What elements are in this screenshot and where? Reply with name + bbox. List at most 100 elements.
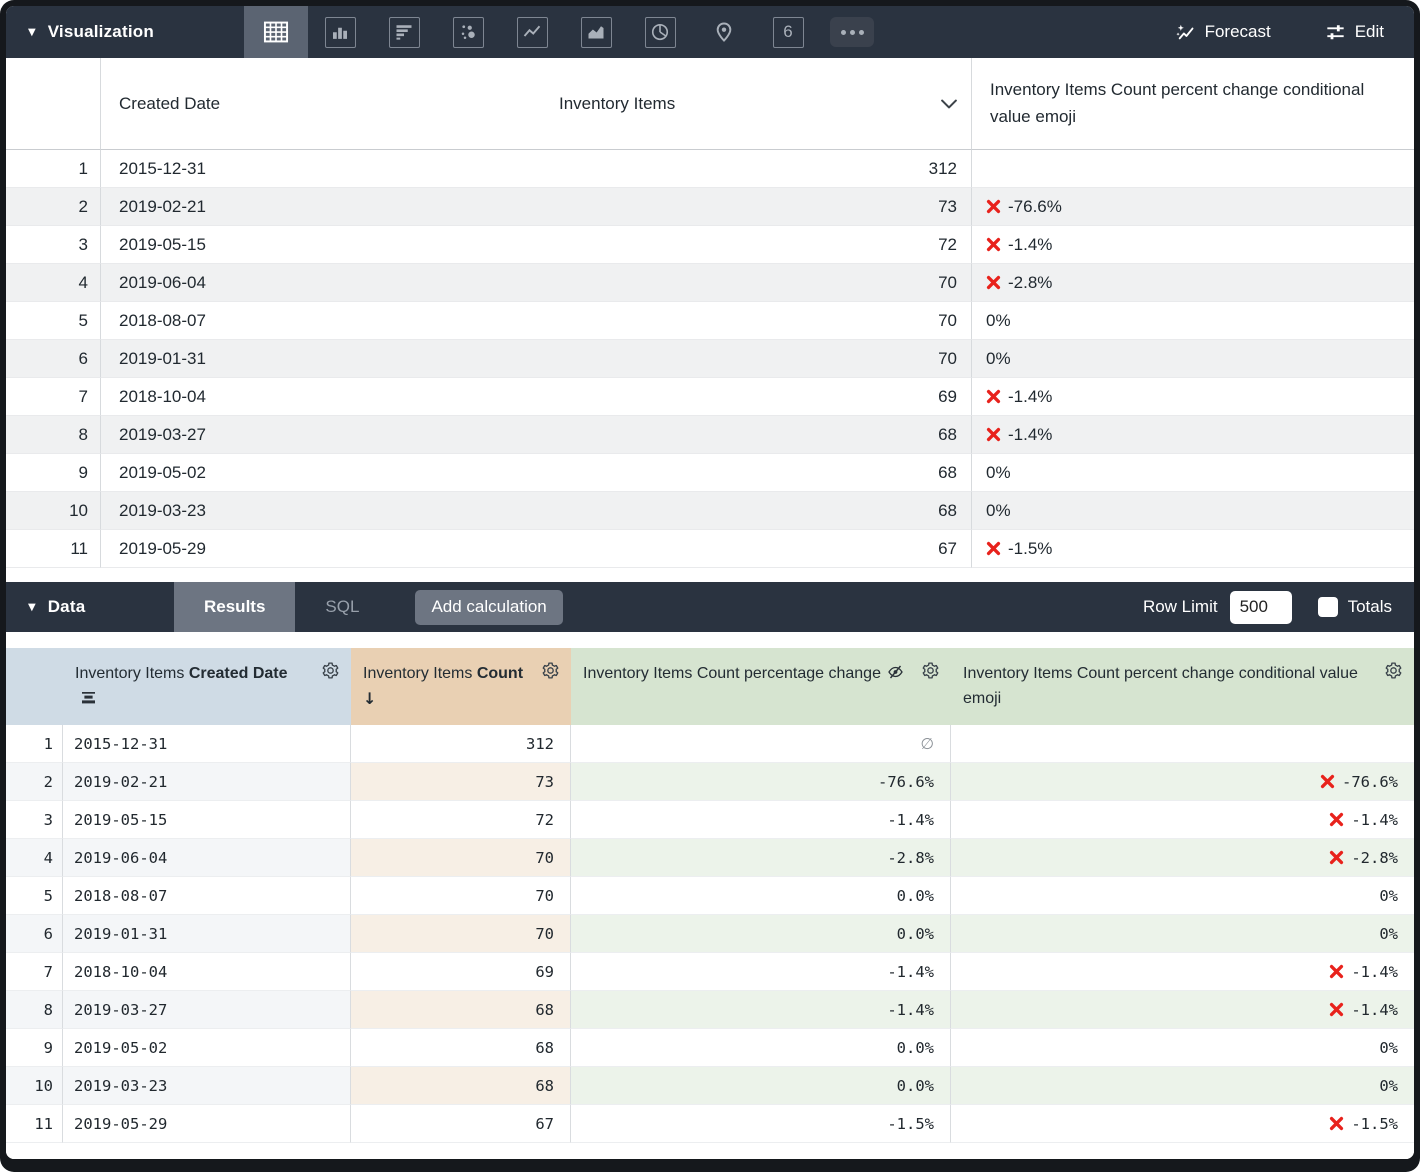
gear-icon[interactable] xyxy=(1384,661,1403,680)
forecast-button[interactable]: Forecast xyxy=(1175,22,1271,43)
cell-inventory-items[interactable]: 69 xyxy=(541,378,971,416)
cell-percent-change-emoji[interactable]: 0% xyxy=(951,915,1414,953)
viz-column-header-inventory-items[interactable]: Inventory Items xyxy=(541,58,971,150)
edit-button[interactable]: Edit xyxy=(1325,22,1384,43)
cell-created-date[interactable]: 2018-08-07 xyxy=(101,302,541,340)
cell-count[interactable]: 68 xyxy=(351,991,571,1029)
cell-percent-change-emoji[interactable] xyxy=(971,150,1414,188)
viz-column-header-percent-change-emoji[interactable]: Inventory Items Count percent change con… xyxy=(971,58,1414,150)
cell-created-date[interactable]: 2019-05-02 xyxy=(63,1029,351,1067)
cell-percent-change-emoji[interactable] xyxy=(951,725,1414,763)
cell-percentage-change[interactable]: ∅ xyxy=(571,725,951,763)
cell-percent-change-emoji[interactable]: 0% xyxy=(971,302,1414,340)
cell-percentage-change[interactable]: -76.6% xyxy=(571,763,951,801)
gear-icon[interactable] xyxy=(321,661,340,680)
cell-created-date[interactable]: 2019-03-23 xyxy=(63,1067,351,1105)
cell-percent-change-emoji[interactable]: -1.5% xyxy=(951,1105,1414,1143)
gear-icon[interactable] xyxy=(921,661,940,680)
cell-created-date[interactable]: 2019-06-04 xyxy=(101,264,541,302)
add-calculation-button[interactable]: Add calculation xyxy=(415,589,563,625)
cell-percent-change-emoji[interactable]: -2.8% xyxy=(971,264,1414,302)
cell-percentage-change[interactable]: 0.0% xyxy=(571,1029,951,1067)
cell-percent-change-emoji[interactable]: -1.4% xyxy=(971,378,1414,416)
cell-created-date[interactable]: 2018-08-07 xyxy=(63,877,351,915)
cell-percentage-change[interactable]: -1.5% xyxy=(571,1105,951,1143)
cell-percentage-change[interactable]: 0.0% xyxy=(571,1067,951,1105)
cell-count[interactable]: 73 xyxy=(351,763,571,801)
cell-created-date[interactable]: 2019-06-04 xyxy=(63,839,351,877)
cell-percentage-change[interactable]: -1.4% xyxy=(571,991,951,1029)
cell-inventory-items[interactable]: 68 xyxy=(541,492,971,530)
cell-percent-change-emoji[interactable]: -1.4% xyxy=(951,991,1414,1029)
cell-created-date[interactable]: 2019-05-29 xyxy=(63,1105,351,1143)
viz-type-pie-button[interactable] xyxy=(628,6,692,58)
cell-percent-change-emoji[interactable]: 0% xyxy=(971,454,1414,492)
gear-icon[interactable] xyxy=(541,661,560,680)
results-column-header-percent-change-emoji[interactable]: Inventory Items Count percent change con… xyxy=(951,648,1414,725)
cell-created-date[interactable]: 2019-03-27 xyxy=(101,416,541,454)
cell-percent-change-emoji[interactable]: 0% xyxy=(971,492,1414,530)
cell-percent-change-emoji[interactable]: 0% xyxy=(951,1067,1414,1105)
cell-inventory-items[interactable]: 70 xyxy=(541,302,971,340)
cell-percent-change-emoji[interactable]: 0% xyxy=(971,340,1414,378)
viz-type-scatter-button[interactable] xyxy=(436,6,500,58)
cell-inventory-items[interactable]: 72 xyxy=(541,226,971,264)
chevron-down-icon[interactable] xyxy=(941,99,957,109)
cell-percent-change-emoji[interactable]: -1.4% xyxy=(951,801,1414,839)
viz-column-header-created-date[interactable]: Created Date xyxy=(101,58,541,150)
cell-created-date[interactable]: 2019-05-15 xyxy=(101,226,541,264)
cell-percent-change-emoji[interactable]: -1.4% xyxy=(971,226,1414,264)
tab-results[interactable]: Results xyxy=(174,582,296,632)
viz-type-horizontal-bar-button[interactable] xyxy=(372,6,436,58)
cell-inventory-items[interactable]: 68 xyxy=(541,416,971,454)
cell-percentage-change[interactable]: 0.0% xyxy=(571,877,951,915)
cell-count[interactable]: 68 xyxy=(351,1029,571,1067)
viz-type-map-button[interactable] xyxy=(692,6,756,58)
cell-percent-change-emoji[interactable]: 0% xyxy=(951,877,1414,915)
viz-type-area-button[interactable] xyxy=(564,6,628,58)
cell-percent-change-emoji[interactable]: -76.6% xyxy=(971,188,1414,226)
cell-inventory-items[interactable]: 70 xyxy=(541,340,971,378)
cell-created-date[interactable]: 2015-12-31 xyxy=(101,150,541,188)
cell-count[interactable]: 67 xyxy=(351,1105,571,1143)
cell-created-date[interactable]: 2019-03-23 xyxy=(101,492,541,530)
cell-inventory-items[interactable]: 67 xyxy=(541,530,971,568)
cell-count[interactable]: 70 xyxy=(351,877,571,915)
visualization-section-toggle[interactable]: ▼ Visualization xyxy=(6,22,244,42)
cell-count[interactable]: 69 xyxy=(351,953,571,991)
cell-created-date[interactable]: 2019-02-21 xyxy=(101,188,541,226)
results-column-header-percentage-change[interactable]: Inventory Items Count percentage change xyxy=(571,648,951,725)
cell-count[interactable]: 68 xyxy=(351,1067,571,1105)
viz-type-line-button[interactable] xyxy=(500,6,564,58)
cell-created-date[interactable]: 2019-02-21 xyxy=(63,763,351,801)
totals-checkbox[interactable] xyxy=(1317,597,1338,617)
cell-percent-change-emoji[interactable]: -1.4% xyxy=(971,416,1414,454)
data-section-toggle[interactable]: ▼ Data xyxy=(6,597,174,617)
cell-created-date[interactable]: 2018-10-04 xyxy=(63,953,351,991)
cell-count[interactable]: 70 xyxy=(351,915,571,953)
cell-inventory-items[interactable]: 73 xyxy=(541,188,971,226)
cell-count[interactable]: 312 xyxy=(351,725,571,763)
cell-percent-change-emoji[interactable]: 0% xyxy=(951,1029,1414,1067)
cell-percent-change-emoji[interactable]: -1.5% xyxy=(971,530,1414,568)
tab-sql[interactable]: SQL xyxy=(325,597,360,616)
cell-percent-change-emoji[interactable]: -1.4% xyxy=(951,953,1414,991)
cell-percentage-change[interactable]: 0.0% xyxy=(571,915,951,953)
cell-created-date[interactable]: 2019-01-31 xyxy=(101,340,541,378)
cell-percentage-change[interactable]: -1.4% xyxy=(571,801,951,839)
cell-percentage-change[interactable]: -1.4% xyxy=(571,953,951,991)
cell-count[interactable]: 70 xyxy=(351,839,571,877)
cell-created-date[interactable]: 2015-12-31 xyxy=(63,725,351,763)
viz-type-single-value-button[interactable]: 6 xyxy=(756,6,820,58)
viz-type-bar-button[interactable] xyxy=(308,6,372,58)
cell-count[interactable]: 72 xyxy=(351,801,571,839)
cell-created-date[interactable]: 2018-10-04 xyxy=(101,378,541,416)
results-column-header-created-date[interactable]: Inventory Items Created Date xyxy=(63,648,351,725)
cell-percentage-change[interactable]: -2.8% xyxy=(571,839,951,877)
viz-type-table-button[interactable] xyxy=(244,6,308,58)
cell-created-date[interactable]: 2019-05-15 xyxy=(63,801,351,839)
cell-inventory-items[interactable]: 70 xyxy=(541,264,971,302)
cell-created-date[interactable]: 2019-03-27 xyxy=(63,991,351,1029)
cell-percent-change-emoji[interactable]: -76.6% xyxy=(951,763,1414,801)
viz-more-options-button[interactable] xyxy=(820,6,884,58)
